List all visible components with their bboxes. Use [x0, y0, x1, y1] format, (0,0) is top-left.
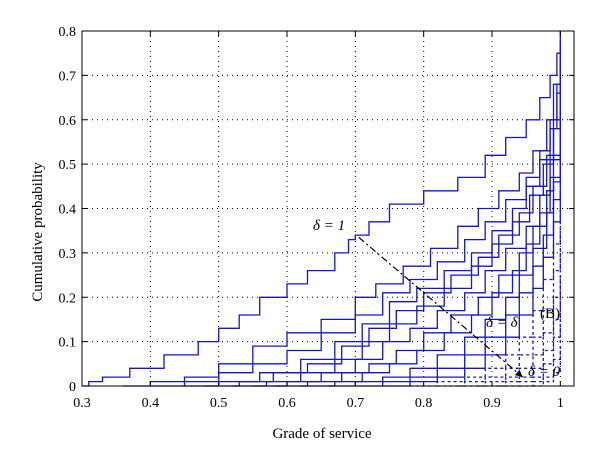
series-layer	[82, 31, 561, 387]
annotation-arrow-layer	[358, 236, 524, 378]
y-tick-label-6: 0.6	[59, 114, 77, 129]
y-axis-label: Cumulative probability	[30, 162, 46, 302]
y-tick-label-8: 0.8	[59, 25, 77, 40]
x-tick-label-7: 1	[557, 396, 564, 411]
x-tick-label-5: 0.8	[415, 396, 433, 411]
y-tick-label-3: 0.3	[59, 247, 77, 262]
x-tick-label-6: 0.9	[483, 396, 501, 411]
x-tick-label-4: 0.7	[347, 396, 365, 411]
cdf-series-1	[123, 39, 561, 387]
annotation-delta-b: δ = δ	[486, 315, 519, 331]
cdf-series-17	[519, 323, 561, 387]
annotation-arrow-head	[515, 369, 523, 378]
cdf-series-13	[437, 230, 561, 387]
cdf-series-0	[82, 31, 561, 387]
annotation-delta-zero: δ = 0	[528, 364, 561, 380]
annotation-delta-one: δ = 1	[313, 218, 345, 234]
y-tick-label-2: 0.2	[59, 291, 77, 306]
x-axis-label: Grade of service	[272, 426, 371, 442]
annotation-arrow-line	[358, 236, 524, 378]
axis-ticks: 0.3 0.4 0.5 0.6 0.7 0.8 0.9 1 0 0.1 0.2 0.3 0.4 0.5 0.…	[59, 25, 574, 411]
annotation-delta-b-superscript: (B)	[540, 306, 560, 322]
y-tick-label-7: 0.7	[59, 69, 77, 84]
x-tick-label-1: 0.4	[142, 396, 160, 411]
cdf-series-6	[252, 110, 561, 387]
x-tick-label-3: 0.6	[278, 396, 296, 411]
y-tick-label-5: 0.5	[59, 158, 77, 173]
y-tick-label-0: 0	[69, 380, 76, 395]
cdf-series-9	[328, 155, 561, 387]
y-tick-label-1: 0.1	[59, 336, 77, 351]
x-tick-label-0: 0.3	[73, 396, 91, 411]
cdf-series-2	[150, 48, 561, 387]
cdf-series-18	[533, 350, 561, 387]
cdf-series-12	[410, 208, 561, 387]
x-tick-label-2: 0.5	[210, 396, 228, 411]
cdf-series-11	[382, 190, 561, 387]
cdf-series-15	[478, 275, 561, 387]
cdf-series-8	[300, 137, 561, 387]
y-tick-label-4: 0.4	[59, 203, 77, 218]
